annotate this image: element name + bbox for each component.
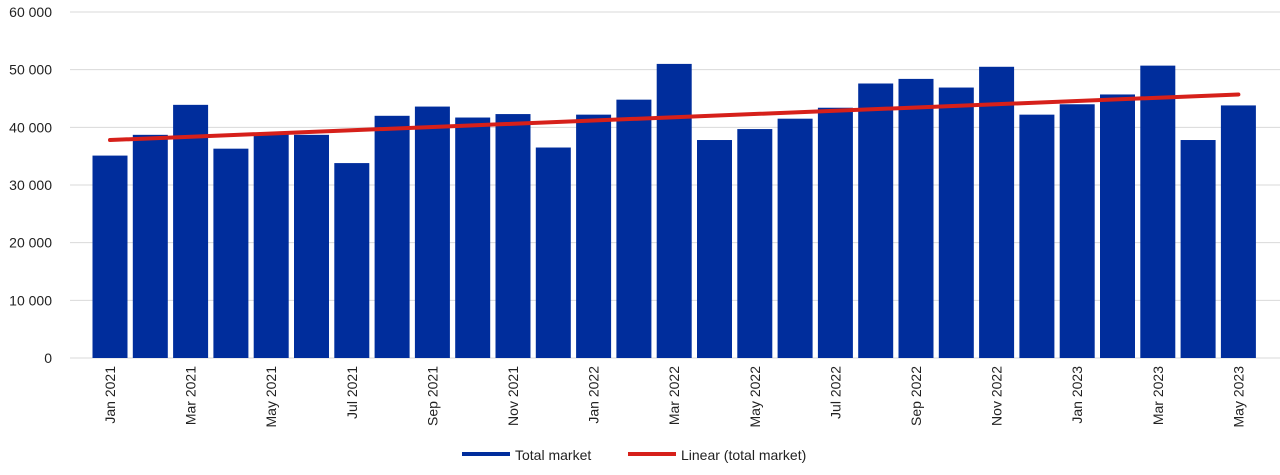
bar (1019, 114, 1055, 358)
bar (1059, 104, 1095, 359)
bar (979, 66, 1015, 359)
bar (334, 163, 370, 358)
x-tick-label: Mar 2023 (1150, 366, 1166, 425)
bar (656, 63, 692, 359)
x-tick-label: Jan 2022 (586, 366, 602, 424)
y-tick-label: 60 000 (9, 4, 52, 20)
bar (495, 114, 531, 358)
bar (858, 83, 894, 359)
bar (1180, 140, 1216, 358)
bars (92, 63, 1256, 359)
x-tick-label: Jan 2023 (1069, 366, 1085, 424)
bar (737, 129, 773, 358)
y-tick-label: 0 (44, 350, 52, 366)
bar (817, 107, 853, 358)
x-axis-ticks: Jan 2021 Mar 2021 May 2021 Jul 2021 Sep 2021… (102, 366, 1246, 428)
bar (374, 115, 410, 358)
bar (132, 134, 168, 358)
y-tick-label: 50 000 (9, 62, 52, 78)
bar (777, 118, 813, 358)
x-tick-label: Jul 2022 (827, 366, 843, 419)
x-tick-label: Jan 2021 (102, 366, 118, 424)
y-axis-ticks: 0 10 000 20 000 30 000 40 000 50 000 60 000 (9, 4, 52, 366)
bar (92, 155, 128, 358)
x-tick-label: Mar 2021 (183, 366, 199, 425)
bar (253, 133, 289, 358)
legend-label-total-market: Total market (515, 447, 591, 463)
bar (1140, 65, 1176, 358)
bar (294, 134, 329, 358)
x-tick-label: May 2022 (747, 366, 763, 428)
x-tick-label: Jul 2021 (344, 366, 360, 419)
y-tick-label: 10 000 (9, 292, 52, 308)
bar (576, 114, 612, 358)
bar (616, 99, 652, 359)
x-tick-label: Mar 2022 (666, 366, 682, 425)
bar (938, 87, 974, 358)
x-tick-label: May 2023 (1230, 366, 1246, 428)
legend: Total market Linear (total market) (462, 447, 806, 463)
bar (213, 148, 249, 358)
bar (455, 117, 491, 358)
y-tick-label: 20 000 (9, 235, 52, 251)
bar (173, 104, 209, 359)
trendline (108, 92, 1241, 143)
legend-label-linear-trend: Linear (total market) (681, 447, 806, 463)
y-tick-label: 30 000 (9, 177, 52, 193)
bar (898, 78, 934, 358)
x-tick-label: May 2021 (263, 366, 279, 428)
y-tick-label: 40 000 (9, 119, 52, 135)
bar (1220, 105, 1256, 358)
x-tick-label: Nov 2021 (505, 366, 521, 426)
bar (535, 147, 571, 358)
bar (1100, 94, 1135, 359)
x-tick-label: Nov 2022 (989, 366, 1005, 426)
x-tick-label: Sep 2021 (424, 366, 440, 426)
x-tick-label: Sep 2022 (908, 366, 924, 426)
trendline-line (108, 92, 1241, 143)
bar (414, 106, 450, 358)
bar (697, 140, 732, 358)
